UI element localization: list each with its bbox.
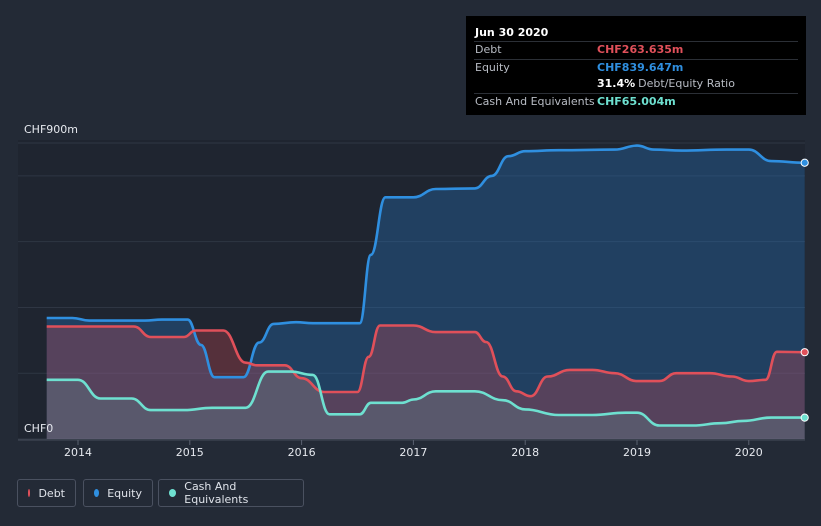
x-tick-label-2019: 2019	[623, 446, 651, 459]
debt-line	[46, 324, 805, 398]
tooltip-row-debt: Debt CHF263.635m	[474, 41, 798, 59]
tooltip-debt-value: CHF263.635m	[597, 43, 684, 56]
legend-item-debt[interactable]: Debt	[17, 479, 76, 507]
tooltip-row-cash: Cash And Equivalents CHF65.004m	[474, 92, 798, 111]
x-tick-label-2016: 2016	[288, 446, 316, 459]
debt-dot-icon	[28, 489, 31, 497]
x-tick-label-2018: 2018	[511, 446, 539, 459]
legend-label-cash: Cash And Equivalents	[184, 480, 249, 506]
x-axis-ticks: 2014 2015 2016 2017 2018 2019 2020	[64, 440, 763, 459]
x-tick-label-2014: 2014	[64, 446, 92, 459]
legend-item-cash[interactable]: Cash And Equivalents	[158, 479, 304, 507]
equity-area	[46, 145, 805, 439]
tooltip: Jun 30 2020 Debt CHF263.635m Equity CHF8…	[466, 16, 806, 115]
tooltip-row-ratio: 31.4% Debt/Equity Ratio	[474, 76, 798, 93]
debt-endpoint	[800, 348, 809, 357]
cash-and-equivalents-line	[46, 370, 805, 427]
cash-dot-icon	[169, 489, 177, 497]
legend-label-debt: Debt	[38, 486, 65, 500]
tooltip-cash-value: CHF65.004m	[597, 94, 676, 108]
tooltip-date: Jun 30 2020	[475, 26, 549, 39]
series-lines	[46, 144, 805, 427]
series-areas	[46, 145, 805, 439]
equity-line	[46, 144, 805, 379]
tooltip-ratio-value: 31.4%	[597, 77, 636, 90]
x-tick-label-2015: 2015	[176, 446, 204, 459]
x-tick-label-2017: 2017	[399, 446, 427, 459]
y-axis-top-label: CHF900m	[24, 123, 78, 136]
grid-lines	[18, 142, 805, 441]
cash-and-equivalents-area	[46, 371, 805, 439]
tooltip-row-equity: Equity CHF839.647m	[474, 58, 798, 77]
tooltip-equity-label: Equity	[475, 60, 510, 74]
cash-and-equivalents-endpoint	[800, 413, 809, 422]
tooltip-cash-label: Cash And Equivalents	[475, 94, 595, 108]
equity-dot-icon	[94, 489, 100, 497]
series-endpoints	[800, 158, 809, 422]
y-axis-bottom-label: CHF0	[24, 422, 53, 435]
chart-hover-band	[18, 140, 805, 440]
legend-item-equity[interactable]: Equity	[83, 479, 153, 507]
tooltip-ratio-label: Debt/Equity Ratio	[638, 77, 735, 90]
x-tick-label-2020: 2020	[735, 446, 763, 459]
legend-label-equity: Equity	[107, 486, 142, 500]
tooltip-debt-label: Debt	[475, 43, 502, 56]
tooltip-equity-value: CHF839.647m	[597, 60, 684, 74]
equity-endpoint	[800, 158, 809, 167]
